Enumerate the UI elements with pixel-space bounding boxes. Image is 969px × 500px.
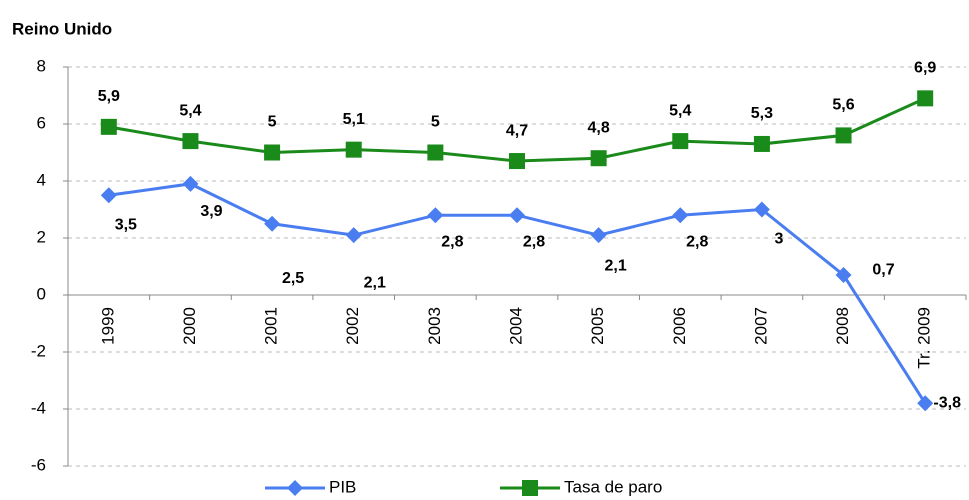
x-tick-label: 2003 <box>425 307 444 345</box>
value-label: 2,8 <box>441 233 463 250</box>
point <box>264 144 281 161</box>
value-label: 5,6 <box>832 97 854 114</box>
point <box>753 201 770 218</box>
point <box>835 127 852 144</box>
y-tick-label: 0 <box>37 284 46 303</box>
point <box>182 175 199 192</box>
point <box>427 207 444 224</box>
point <box>264 215 281 232</box>
point <box>590 227 607 244</box>
point <box>672 133 689 150</box>
y-tick-label: 8 <box>37 56 46 75</box>
legend-marker <box>522 480 538 496</box>
value-label: 5 <box>431 114 440 131</box>
value-label: 2,8 <box>686 233 708 250</box>
value-label: 3 <box>774 231 783 248</box>
value-label: 0,7 <box>872 261 894 278</box>
point <box>835 267 852 284</box>
y-tick-label: -4 <box>31 398 46 417</box>
value-label: 5,1 <box>343 111 365 128</box>
value-label: 5 <box>268 114 277 131</box>
y-tick-label: -6 <box>31 455 46 474</box>
x-tick-label: Tr. 2009 <box>915 307 934 369</box>
y-tick-label: 4 <box>37 170 46 189</box>
value-label: 5,9 <box>98 88 120 105</box>
x-tick-label: 2001 <box>262 307 281 345</box>
legend-marker <box>287 480 303 496</box>
value-label: 5,4 <box>669 102 691 119</box>
x-tick-label: 2004 <box>506 307 525 345</box>
y-tick-label: 2 <box>37 227 46 246</box>
x-tick-label: 2002 <box>343 307 362 345</box>
value-label: 3,5 <box>115 216 137 233</box>
value-label: 3,9 <box>200 203 222 220</box>
y-tick-label: 6 <box>37 113 46 132</box>
point <box>672 207 689 224</box>
value-label: 5,4 <box>179 102 201 119</box>
legend-label: PIB <box>329 477 356 496</box>
value-label: 2,1 <box>364 274 386 291</box>
point <box>100 187 117 204</box>
point <box>509 207 525 224</box>
x-tick-label: 2008 <box>833 307 852 345</box>
point <box>753 135 770 152</box>
value-label: 4,8 <box>588 119 610 136</box>
value-label: 5,3 <box>751 105 773 122</box>
point <box>427 144 444 161</box>
value-label: 2,8 <box>523 233 545 250</box>
value-label: 4,7 <box>506 122 528 139</box>
value-label: 2,5 <box>282 270 304 287</box>
point <box>345 227 362 244</box>
y-tick-label: -2 <box>31 341 46 360</box>
point <box>917 395 934 412</box>
point <box>509 153 525 170</box>
point <box>345 141 362 158</box>
chart-title: Reino Unido <box>12 19 112 38</box>
x-tick-label: 2007 <box>751 307 770 345</box>
point <box>590 150 607 167</box>
point <box>100 118 117 135</box>
value-label: 6,9 <box>914 60 936 77</box>
x-tick-label: 1999 <box>98 307 117 345</box>
value-label: 2,1 <box>605 257 627 274</box>
value-label: -3,8 <box>933 395 961 412</box>
x-tick-label: 2005 <box>588 307 607 345</box>
point <box>182 133 199 150</box>
x-tick-label: 2006 <box>670 307 689 345</box>
point <box>917 90 934 107</box>
x-tick-label: 2000 <box>180 307 199 345</box>
legend-label: Tasa de paro <box>564 477 662 496</box>
